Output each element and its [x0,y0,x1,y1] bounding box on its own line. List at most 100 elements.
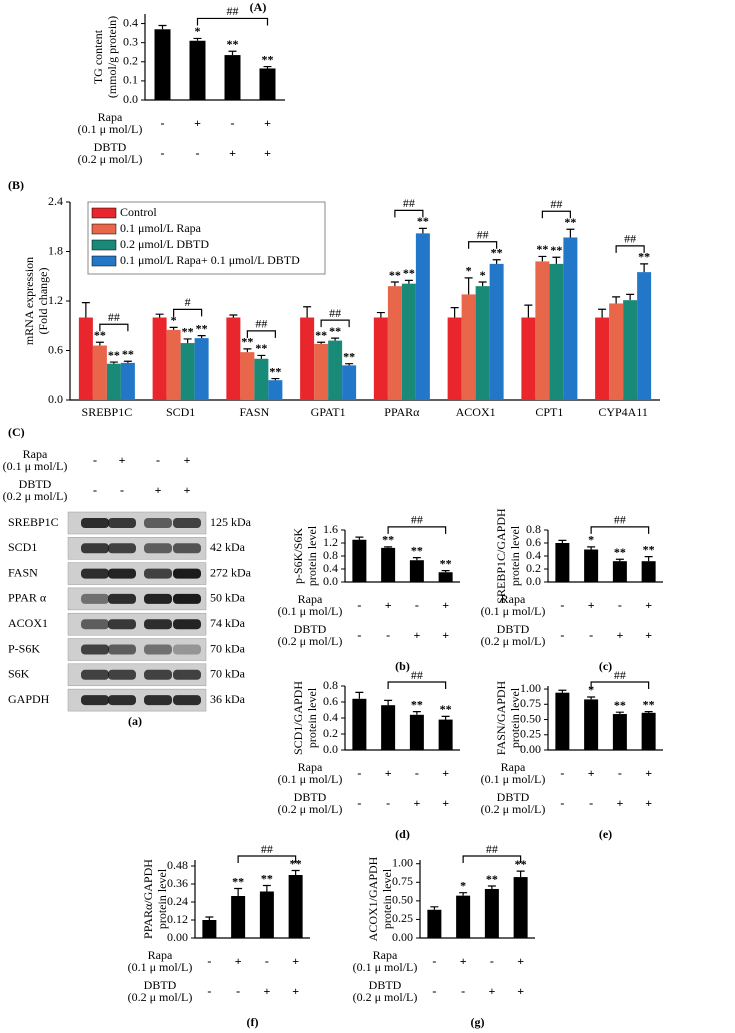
bracket-label: ## [550,197,562,211]
bar [584,549,599,582]
bracket [99,323,129,332]
significance: ** [491,246,503,260]
x-tick-label: FASN [239,405,269,419]
y-axis-label: protein level [380,868,394,929]
blot-band [108,568,136,579]
treatment-label: DBTD [94,140,127,154]
significance: ** [329,324,341,338]
y-tick-label: 0.25 [520,727,541,741]
bar [381,547,396,582]
significance: * [588,533,594,547]
error-bar [234,887,243,896]
treatment-sign: - [386,628,390,642]
treatment-sign: - [357,598,361,612]
bracket-label: ## [227,4,239,18]
y-tick-label: 0.6 [526,535,541,549]
bracket-label: ## [411,668,423,682]
bar [373,317,388,400]
significance: ** [440,556,452,570]
significance: ** [536,242,548,256]
bar [166,329,181,400]
treatment-sign: + [460,954,467,968]
treatment-label: (0.2 μ mol/L) [78,152,143,166]
bar [461,294,476,400]
treatment-sign: - [161,146,165,160]
bar [328,340,343,400]
blot-row-label: FASN [8,565,38,579]
panel-label: (f) [247,1015,259,1029]
significance: ** [255,341,267,355]
y-tick-label: 1.00 [392,855,413,869]
blot-band [108,669,136,680]
bracket [387,526,447,534]
treatment-label: DBTD [294,622,327,636]
treatment-sign: - [432,954,436,968]
error-bar [558,539,567,543]
error-bar [193,37,202,41]
significance: ** [122,347,134,361]
treatment-sign: + [264,116,271,130]
bracket [237,855,297,863]
bracket [615,245,645,253]
treatment-sign: - [161,116,165,130]
x-tick-label: SREBP1C [82,405,133,419]
significance: ** [382,533,394,547]
legend-label: 0.1 μmol/L Rapa+ 0.1 μmol/L DBTD [120,253,300,267]
treatment-label: (0.2 μ mol/L) [278,802,343,816]
bracket [394,209,424,218]
error-bar [263,65,272,69]
significance: ** [643,697,655,711]
error-bar [464,277,473,295]
y-tick-label: 0.0 [123,92,138,106]
bracket-label: ## [411,513,423,527]
y-tick-label: 0.0 [323,574,338,588]
bar [352,698,367,750]
error-bar [441,715,450,720]
treatment-sign: + [235,954,242,968]
treatment-sign: - [589,796,593,810]
panel-label: (g) [471,1015,485,1029]
y-tick-label: 0.3 [123,34,138,48]
bracket-label: ## [614,513,626,527]
treatment-label: Rapa [501,592,526,606]
treatment-sign: + [645,628,652,642]
legend-swatch [91,239,117,251]
blot-strip [67,562,207,585]
treatment-label: DBTD [19,477,52,491]
bar [609,303,624,400]
treatment-sign: - [386,796,390,810]
blot-band [81,543,109,554]
treatment-sign: + [488,984,495,998]
bar [387,286,402,400]
error-bar [355,536,364,540]
y-tick-label: 0.0 [526,574,541,588]
bar [563,237,578,400]
significance: ** [343,349,355,363]
error-bar [376,311,385,318]
significance: ** [417,214,429,228]
treatment-sign: - [93,483,97,497]
y-tick-label: 0.00 [167,930,188,944]
bar [535,261,550,400]
y-tick-label: 0.0 [48,392,63,406]
error-bar [644,556,653,562]
bar [92,345,107,400]
error-bar [183,338,192,344]
y-tick-label: 0.4 [123,15,138,29]
treatment-sign: + [616,796,623,810]
bar [224,55,241,100]
error-bar [441,570,450,573]
blot-band [108,518,136,528]
significance: ** [614,545,626,559]
treatment-label: (0.1 μ mol/L) [278,772,343,786]
bar [595,317,610,400]
legend-label: 0.1 μmol/L Rapa [120,221,202,235]
y-tick-label: 0.12 [167,912,188,926]
blot-band [81,695,109,706]
treatment-sign: + [184,453,191,467]
significance: ** [440,702,452,716]
treatment-sign: + [194,116,201,130]
bracket-label: ## [614,668,626,682]
blot-row-label: SCD1 [8,540,37,554]
treatment-sign: + [264,146,271,160]
